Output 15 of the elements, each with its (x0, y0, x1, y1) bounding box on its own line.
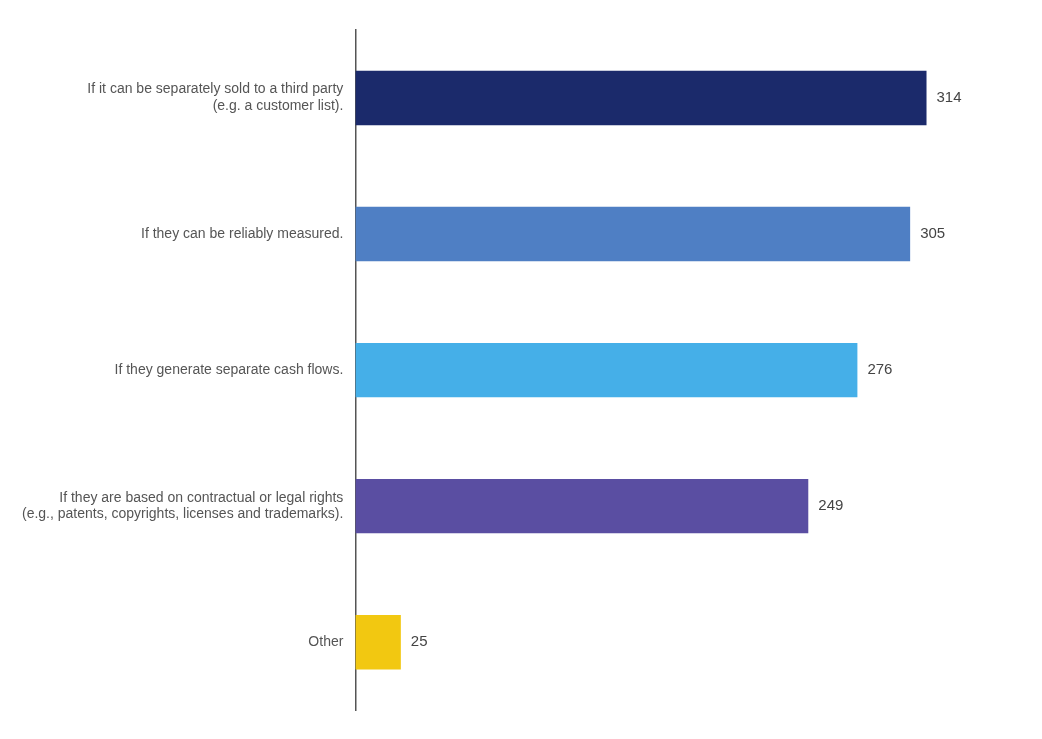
data-label: 276 (867, 360, 893, 378)
y-tick-label: If they generate separate cash flows. (114, 360, 344, 377)
data-label: 25 (410, 632, 428, 650)
bar (355, 614, 401, 670)
y-tick-label: If they are based on contractual or legal rights (e.g., patents, copyrights, licenses and trademarks). (22, 488, 344, 522)
bar (355, 342, 858, 398)
data-label: 249 (818, 496, 844, 514)
bar (355, 478, 809, 534)
y-tick-label: If it can be separately sold to a third party (e.g. a customer list). (87, 80, 344, 114)
data-label: 314 (936, 88, 962, 106)
y-tick-label: If they can be reliably measured. (141, 224, 344, 241)
y-tick-label: Other (308, 633, 344, 650)
bar (355, 206, 911, 262)
data-label: 305 (920, 224, 946, 242)
bar (355, 70, 927, 126)
